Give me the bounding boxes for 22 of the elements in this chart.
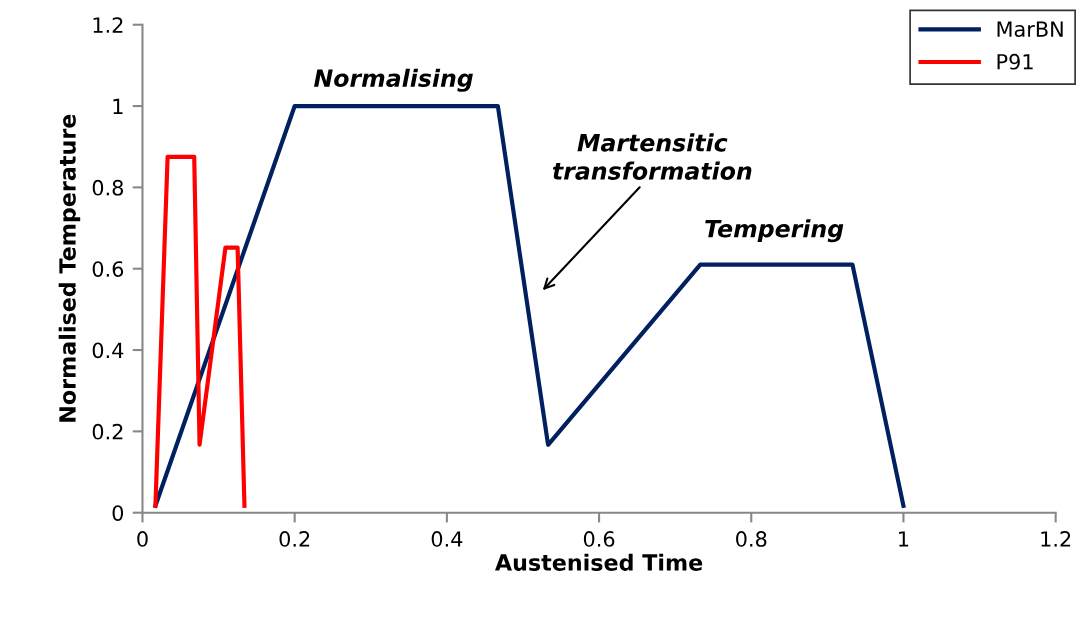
x-tick-label: 0.2: [279, 531, 310, 547]
y-tick-label: 0.6: [92, 261, 124, 277]
y-tick-label: 1.2: [93, 17, 123, 33]
x-axis-title: Austenised Time: [495, 553, 703, 571]
y-tick-label: 0: [112, 505, 124, 521]
y-tick-label: 0.8: [92, 179, 123, 196]
line-series: [153, 154, 247, 508]
annotation: Martensitic transformation: [552, 133, 752, 180]
y-tick-label: 1: [113, 98, 123, 114]
x-tick-label: 1: [899, 531, 909, 547]
x-tick-label: 1.2: [1041, 531, 1071, 547]
annotation: Normalising: [314, 68, 473, 92]
x-tick-label: 0.8: [736, 531, 767, 547]
y-tick-label: 0.2: [92, 423, 123, 440]
y-axis-title: Normalised Temperature: [58, 114, 81, 422]
x-tick-label: 0.4: [431, 531, 463, 547]
legend-label: P91: [997, 53, 1033, 70]
legend-label: MarBN: [997, 21, 1063, 37]
y-tick-label: 0.4: [92, 342, 124, 359]
x-tick-label: 0: [137, 531, 148, 547]
annotation: Tempering: [705, 219, 844, 243]
x-tick-label: 0.6: [583, 531, 615, 547]
